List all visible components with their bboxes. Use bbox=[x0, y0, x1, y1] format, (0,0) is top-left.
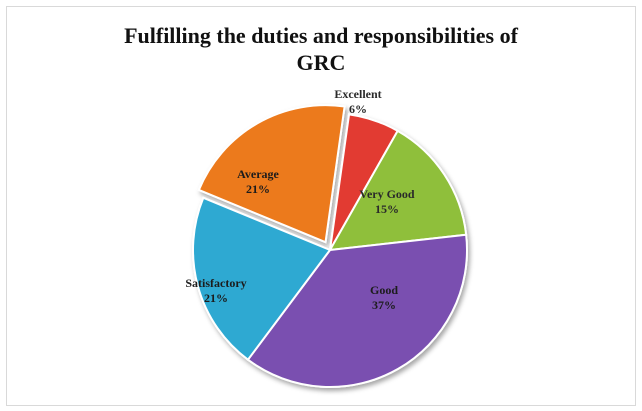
slice-label-good: Good bbox=[370, 283, 398, 297]
slice-percent-satisfactory: 21% bbox=[204, 291, 228, 305]
slice-label-average: Average bbox=[237, 167, 279, 181]
chart-title-line-2: GRC bbox=[296, 50, 346, 75]
pie-slice-average bbox=[197, 104, 346, 244]
chart-title-line-1: Fulfilling the duties and responsibiliti… bbox=[124, 23, 518, 48]
pie-slice-satisfactory bbox=[192, 196, 332, 362]
slice-label-satisfactory: Satisfactory bbox=[185, 276, 246, 290]
pie-slice-good bbox=[246, 233, 468, 388]
slice-percent-very-good: 15% bbox=[375, 202, 399, 216]
pie-slice-very-good bbox=[328, 129, 468, 252]
slice-label-very-good: Very Good bbox=[359, 187, 415, 201]
slice-percent-good: 37% bbox=[372, 298, 396, 312]
slice-percent-excellent: 6% bbox=[349, 102, 367, 116]
slice-percent-average: 21% bbox=[246, 182, 270, 196]
slice-label-excellent: Excellent bbox=[334, 87, 381, 101]
pie-slices bbox=[192, 104, 468, 388]
chart-title: Fulfilling the duties and responsibiliti… bbox=[0, 22, 642, 76]
